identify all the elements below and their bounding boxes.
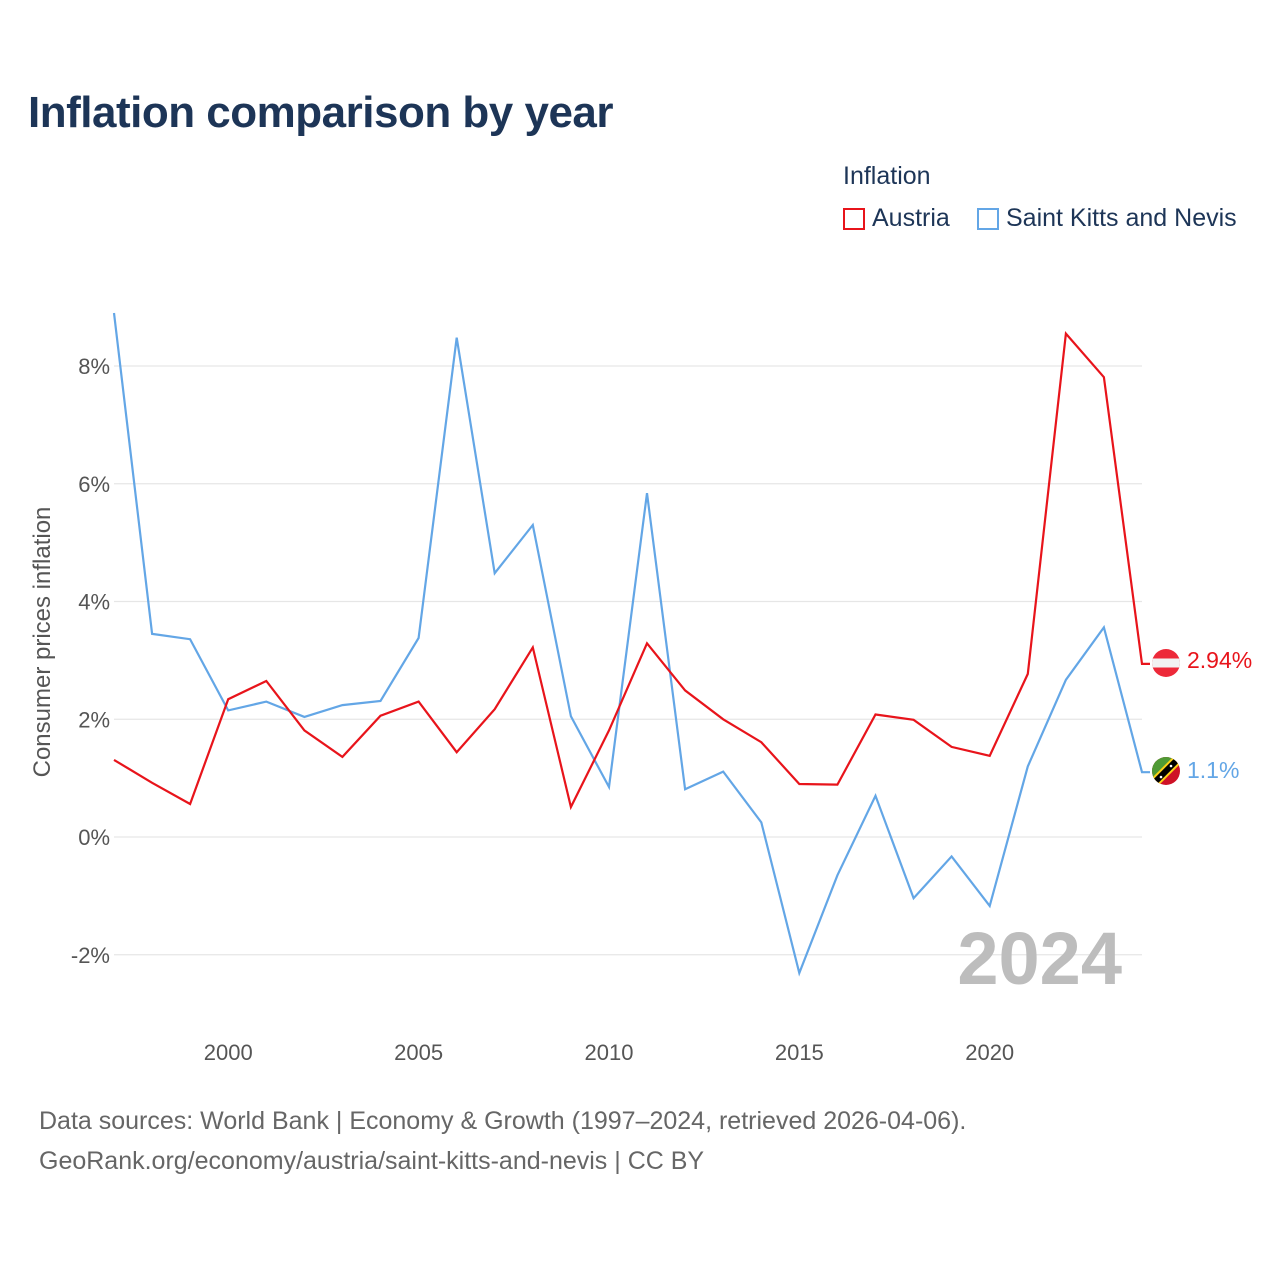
y-axis-label: Consumer prices inflation	[29, 507, 56, 778]
chart-title: Inflation comparison by year	[28, 88, 614, 137]
source-link[interactable]: GeoRank.org/economy/austria/saint-kitts-…	[39, 1147, 705, 1175]
end-value-label-austria: 2.94%	[1187, 647, 1252, 673]
x-tick-label: 2005	[394, 1040, 443, 1065]
x-tick-label: 2020	[965, 1040, 1014, 1065]
legend-item-saint-kitts-and-nevis[interactable]: Saint Kitts and Nevis	[977, 204, 1237, 233]
y-tick-label: 2%	[78, 707, 110, 732]
y-tick-label: -2%	[71, 943, 110, 968]
current-year-watermark: 2024	[957, 917, 1122, 1000]
series-line-saint-kitts-and-nevis[interactable]	[112, 312, 1150, 977]
x-axis-ticks: 2000 2005 2010 2015 2020	[204, 1040, 1014, 1065]
grid-lines	[114, 365, 1142, 956]
y-tick-label: 8%	[78, 354, 110, 379]
saint-kitts-and-nevis-flag-icon	[1152, 757, 1180, 785]
y-tick-label: 0%	[78, 825, 110, 850]
end-value-label-saint-kitts-and-nevis: 1.1%	[1187, 757, 1239, 783]
y-tick-label: 4%	[78, 590, 110, 615]
y-tick-label: 6%	[78, 472, 110, 497]
austria-flag-icon	[1152, 649, 1180, 677]
x-tick-label: 2010	[584, 1040, 633, 1065]
line-chart: -2% 0% 2% 4% 6% 8% 2000 2005 2010 2015 2020 Consu…	[29, 312, 1252, 1065]
y-axis-ticks: -2% 0% 2% 4% 6% 8%	[71, 354, 110, 968]
x-tick-label: 2015	[775, 1040, 824, 1065]
legend-item-austria[interactable]: Austria	[843, 204, 950, 233]
series-layer	[112, 312, 1150, 977]
source-note: Data sources: World Bank | Economy & Gro…	[39, 1107, 967, 1135]
legend-title: Inflation	[843, 162, 931, 190]
x-tick-label: 2000	[204, 1040, 253, 1065]
series-line-austria[interactable]	[113, 330, 1150, 811]
legend-label-saint-kitts-and-nevis: Saint Kitts and Nevis	[1006, 204, 1237, 232]
legend-swatch-austria	[843, 207, 865, 230]
legend-swatch-saint-kitts-and-nevis	[977, 207, 999, 230]
legend-label-austria: Austria	[872, 204, 950, 232]
